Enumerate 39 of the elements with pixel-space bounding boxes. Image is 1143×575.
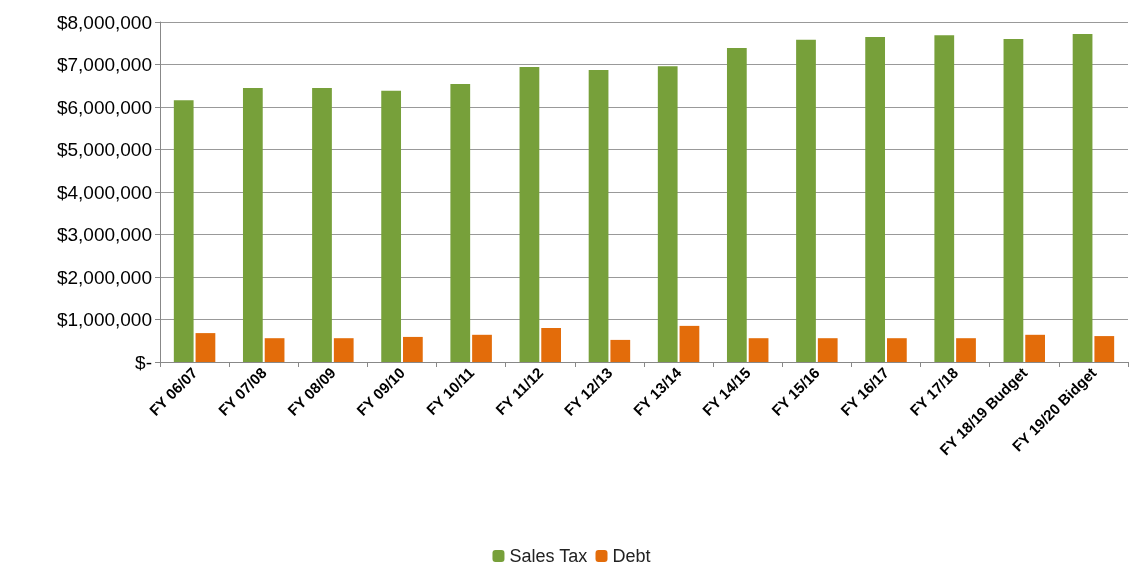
- bar: [817, 338, 838, 362]
- bar: [264, 338, 285, 362]
- y-tick-label: $3,000,000: [56, 224, 152, 245]
- bar: [1072, 33, 1093, 362]
- bar: [402, 336, 423, 362]
- legend-label: Sales Tax: [509, 546, 588, 566]
- bar: [657, 66, 678, 362]
- y-tick-label: $1,000,000: [56, 309, 152, 330]
- bar: [472, 334, 492, 362]
- y-tick-label: $5,000,000: [56, 139, 152, 160]
- y-tick-label: $-: [135, 351, 152, 373]
- bar: [195, 333, 216, 362]
- bar: [242, 87, 263, 362]
- bar: [588, 70, 609, 362]
- y-tick-label: $4,000,000: [56, 181, 152, 203]
- y-tick-label: $2,000,000: [56, 266, 152, 288]
- bar: [1025, 334, 1046, 362]
- bar: [796, 39, 816, 362]
- bar: [679, 325, 700, 362]
- bar: [610, 339, 631, 362]
- bar: [519, 67, 540, 362]
- bar: [1094, 336, 1115, 362]
- bar: [886, 338, 907, 362]
- bar: [956, 338, 976, 362]
- bar: [541, 328, 562, 362]
- legend-label: Debt: [612, 546, 651, 566]
- y-tick-label: $8,000,000: [56, 11, 152, 33]
- bar: [450, 84, 471, 362]
- bar: [934, 35, 955, 362]
- y-tick-label: $7,000,000: [56, 54, 152, 75]
- bar: [865, 36, 886, 362]
- bar: [1003, 39, 1024, 362]
- bar: [381, 90, 402, 362]
- bar: [333, 338, 354, 362]
- y-tick-label: $6,000,000: [56, 96, 152, 118]
- bar: [173, 100, 194, 362]
- bar: [748, 338, 769, 362]
- bar: [312, 87, 332, 362]
- bar: [726, 47, 747, 362]
